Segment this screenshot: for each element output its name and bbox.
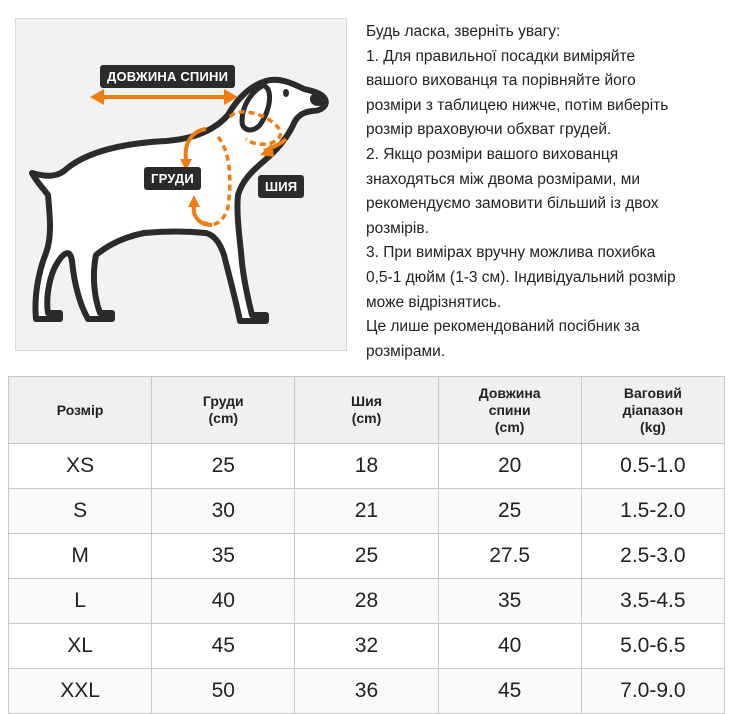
notes-line: вашого вихованця та порівняйте його (366, 72, 636, 90)
chest-cell: 50 (151, 668, 296, 714)
notes-line: 2. Якщо розміри вашого вихованця (366, 145, 619, 163)
back-length-cell: 45 (437, 668, 582, 714)
neck-cell: 32 (294, 623, 439, 669)
table-row: L 40 28 35 3.5-4.5 (7, 578, 726, 624)
header-weight-range: Ваговий діапазон (kg) (580, 376, 726, 444)
weight-cell: 1.5-2.0 (580, 488, 726, 534)
header-size: Розмір (7, 376, 153, 444)
back-length-label: ДОВЖИНА СПИНИ (100, 65, 236, 88)
neck-cell: 36 (294, 668, 439, 714)
notes-line: 0,5-1 дюйм (1-3 см). Індивідуальний розм… (366, 268, 676, 286)
notes-line: рекомендуємо замовити більший із двох (366, 195, 659, 213)
table-row: M 35 25 27.5 2.5-3.0 (7, 533, 726, 579)
table-row: XS 25 18 20 0.5-1.0 (7, 443, 726, 489)
chest-cell: 30 (151, 488, 296, 534)
chest-cell: 45 (151, 623, 296, 669)
weight-cell: 2.5-3.0 (580, 533, 726, 579)
size-cell: XS (7, 443, 153, 489)
header-chest: Груди (cm) (151, 376, 296, 444)
weight-cell: 3.5-4.5 (580, 578, 726, 624)
notes-line: 3. При вимірах вручну можлива похибка (366, 244, 656, 262)
chest-cell: 40 (151, 578, 296, 624)
size-chart-table: Розмір Груди (cm) Шия (cm) Довжина спини (cm… (7, 376, 726, 714)
neck-cell: 18 (294, 443, 439, 489)
notes-line: Будь ласка, зверніть увагу: (366, 23, 561, 40)
dog-measurement-illustration: ДОВЖИНА СПИНИ ГРУДИ ШИЯ (15, 18, 347, 351)
header-back-length: Довжина спини (cm) (437, 376, 582, 444)
notes-line: розмірів. (366, 219, 429, 237)
neck-cell: 21 (294, 488, 439, 534)
neck-cell: 25 (294, 533, 439, 579)
neck-label: ШИЯ (258, 175, 305, 198)
notes-line: 1. Для правильної посадки виміряйте (366, 47, 636, 65)
notes-line: розміри з таблицею нижче, потім виберіть (366, 96, 669, 114)
weight-cell: 5.0-6.5 (580, 623, 726, 669)
back-length-cell: 25 (437, 488, 582, 534)
size-cell: M (7, 533, 153, 579)
size-cell: L (7, 578, 153, 624)
weight-cell: 0.5-1.0 (580, 443, 726, 489)
table-row: XL 45 32 40 5.0-6.5 (7, 623, 726, 669)
chest-cell: 35 (151, 533, 296, 579)
notes-line: розмірами. (366, 342, 446, 360)
size-cell: XL (7, 623, 153, 669)
header-neck: Шия (cm) (294, 376, 439, 444)
notes-line: може відрізнятись. (366, 293, 502, 311)
notes-line: Це лише рекомендований посібник за (366, 318, 640, 336)
notes-line: розмір враховуючи обхват грудей. (366, 121, 612, 139)
chest-cell: 25 (151, 443, 296, 489)
size-cell: XXL (7, 668, 153, 714)
table-row: S 30 21 25 1.5-2.0 (7, 488, 726, 534)
table-header-row: Розмір Груди (cm) Шия (cm) Довжина спини (cm… (7, 376, 726, 444)
neck-cell: 28 (294, 578, 439, 624)
notes-line: знаходяться між двома розмірами, ми (366, 170, 641, 188)
size-cell: S (7, 488, 153, 534)
chest-label: ГРУДИ (144, 167, 201, 190)
back-length-cell: 27.5 (437, 533, 582, 579)
measurement-notes: Будь ласка, зверніть увагу: 1. Для прави… (366, 20, 726, 364)
back-length-cell: 20 (437, 443, 582, 489)
dog-silhouette-icon (29, 76, 329, 324)
back-length-cell: 40 (437, 623, 582, 669)
back-length-cell: 35 (437, 578, 582, 624)
weight-cell: 7.0-9.0 (580, 668, 726, 714)
table-row: XXL 50 36 45 7.0-9.0 (7, 668, 726, 714)
